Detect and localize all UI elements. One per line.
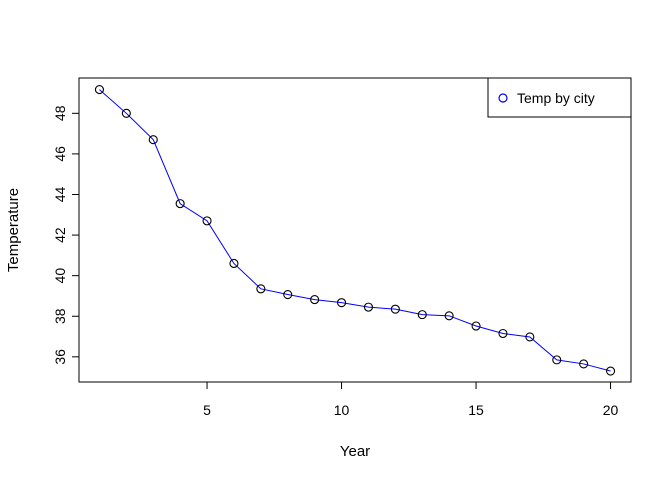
data-point [498,328,508,339]
data-point [363,302,374,312]
data-point [444,311,454,321]
legend-label: Temp by city [517,90,595,106]
x-tick-label: 5 [203,402,211,418]
y-axis-label: Temperature [5,188,22,272]
data-point [256,284,266,294]
x-axis: 5 10 15 20 [203,381,619,418]
legend: Temp by city [487,77,632,118]
series-line [99,89,611,372]
data-point [552,355,562,365]
data-point [229,258,239,269]
data-point [121,108,131,118]
data-point [148,135,158,145]
data-point [336,298,347,308]
series-layer [94,85,616,376]
data-point [417,310,427,320]
legend-marker [498,93,508,103]
data-point [283,289,293,300]
data-point [606,366,616,376]
data-point [471,321,481,331]
y-tick-label: 42 [52,227,68,243]
y-tick-label: 40 [52,268,68,284]
plot-frame [78,77,632,383]
y-tick-label: 36 [52,349,68,365]
y-tick-label: 46 [52,146,68,162]
y-tick-label: 44 [52,186,68,202]
data-point [310,295,320,305]
data-point [390,304,400,314]
y-tick-label: 48 [52,105,68,121]
data-point [94,85,104,95]
data-point [202,216,212,226]
x-tick-label: 10 [334,402,350,418]
legend-box [487,77,632,118]
data-point [579,359,589,369]
y-tick-label: 38 [52,308,68,324]
x-tick-label: 20 [603,402,619,418]
data-point [525,332,535,342]
x-tick-label: 15 [468,402,484,418]
y-axis: 36 38 40 42 44 46 48 [52,105,80,365]
x-axis-label: Year [340,443,370,460]
data-point [175,199,185,209]
